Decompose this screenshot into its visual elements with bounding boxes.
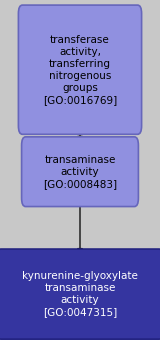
FancyBboxPatch shape xyxy=(18,5,142,134)
Text: transferase
activity,
transferring
nitrogenous
groups
[GO:0016769]: transferase activity, transferring nitro… xyxy=(43,35,117,105)
Text: kynurenine-glyoxylate
transaminase
activity
[GO:0047315]: kynurenine-glyoxylate transaminase activ… xyxy=(22,271,138,317)
FancyBboxPatch shape xyxy=(0,249,160,339)
Text: transaminase
activity
[GO:0008483]: transaminase activity [GO:0008483] xyxy=(43,155,117,189)
FancyBboxPatch shape xyxy=(22,137,138,207)
